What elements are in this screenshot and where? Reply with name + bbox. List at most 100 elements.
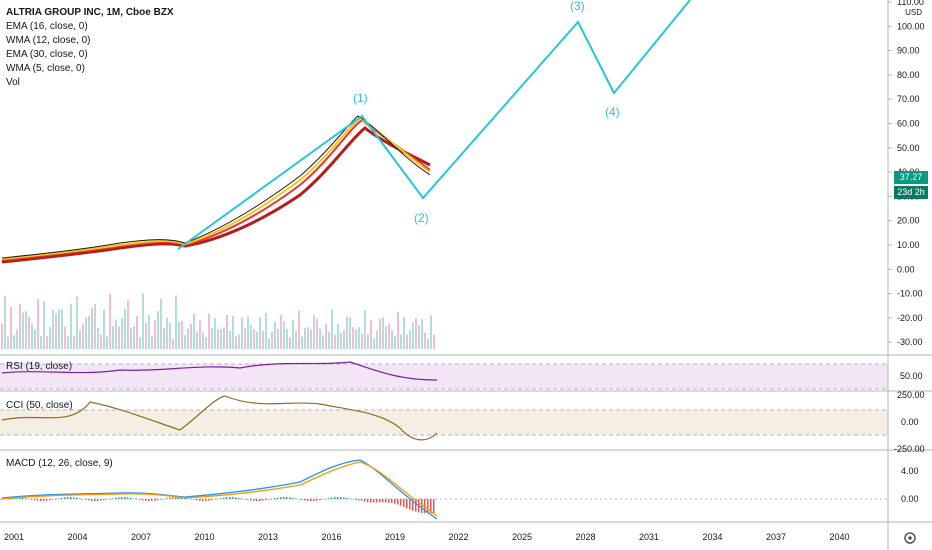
price-tick: -30.00	[897, 337, 923, 347]
volume-bar	[103, 309, 105, 349]
volume-bar	[343, 330, 345, 349]
macd-histogram-bar	[358, 499, 360, 501]
macd-histogram-bar	[193, 499, 195, 500]
volume-bar	[382, 317, 384, 349]
volume-bar	[319, 328, 321, 349]
volume-bar	[202, 332, 204, 349]
volume-bar	[298, 310, 300, 349]
macd-label[interactable]: MACD (12, 26, close, 9)	[6, 458, 113, 469]
macd-histogram-bar	[88, 499, 90, 501]
macd-histogram-bar	[67, 497, 69, 499]
volume-bar	[58, 309, 60, 349]
volume-bar	[175, 295, 177, 349]
volume-bar	[418, 325, 420, 349]
volume-bar	[193, 313, 195, 349]
macd-histogram-bar	[247, 499, 249, 500]
elliott-wave-line[interactable]	[177, 0, 691, 250]
macd-histogram-bar	[355, 499, 357, 500]
volume-bar	[406, 334, 408, 349]
volume-bar	[40, 336, 42, 349]
rsi-line	[1, 361, 438, 381]
main-pane[interactable]	[0, 0, 888, 355]
macd-histogram-bar	[34, 499, 36, 501]
volume-bar	[214, 318, 216, 349]
volume-bar	[268, 338, 270, 349]
macd-histogram-bar	[364, 499, 366, 502]
volume-bar	[160, 298, 162, 349]
volume-bar	[397, 312, 399, 349]
volume-bar	[400, 334, 402, 349]
volume-bar	[229, 331, 231, 349]
volume-bar	[373, 338, 375, 349]
macd-histogram-bar	[391, 499, 393, 504]
cci-label[interactable]: CCI (50, close)	[6, 400, 73, 411]
volume-bar	[244, 328, 246, 349]
macd-histogram-bar	[70, 497, 72, 499]
volume-bar	[25, 311, 27, 349]
volume-bar	[307, 327, 309, 349]
rsi-tick: 50.00	[900, 371, 923, 381]
macd-histogram-bar	[253, 499, 255, 501]
price-tick: 90.00	[897, 46, 920, 56]
macd-histogram-bar	[265, 499, 267, 501]
volume-bar	[337, 323, 339, 349]
volume-bar	[271, 331, 273, 349]
gear-icon[interactable]	[904, 532, 916, 544]
indicator-ema30[interactable]: EMA (30, close, 0)	[6, 49, 88, 60]
macd-histogram-bar	[331, 497, 333, 499]
time-tick: 2040	[830, 532, 850, 542]
macd-histogram-bar	[106, 499, 108, 500]
time-axis[interactable]: 2001 2004 2007 2010 2013 2016 2019 2022 2025 2028…	[4, 532, 850, 542]
time-tick: 2013	[258, 532, 278, 542]
volume-bars	[1, 293, 435, 349]
volume-bar	[430, 315, 432, 349]
macd-histogram-bar	[136, 499, 138, 500]
time-tick: 2022	[449, 532, 469, 542]
macd-histogram-bar	[280, 497, 282, 499]
volume-bar	[181, 320, 183, 349]
volume-bar	[82, 323, 84, 349]
volume-bar	[379, 318, 381, 349]
macd-histogram-bar	[127, 497, 129, 499]
volume-bar	[286, 329, 288, 349]
cci-tick-lower: -250.00	[894, 444, 925, 454]
ema16-line	[1, 116, 431, 260]
macd-histogram-bar	[64, 497, 66, 499]
macd-histogram-bar	[238, 497, 240, 499]
volume-bar	[346, 316, 348, 349]
volume-bar	[169, 322, 171, 349]
rsi-label[interactable]: RSI (19, close)	[6, 361, 73, 372]
volume-bar	[220, 329, 222, 349]
macd-histogram-bar	[73, 497, 75, 499]
volume-bar	[223, 327, 225, 349]
volume-bar	[391, 330, 393, 349]
macd-histogram-bar	[124, 497, 126, 499]
volume-bar	[328, 331, 330, 349]
volume-bar	[157, 310, 159, 349]
indicator-wma12[interactable]: WMA (12, close, 0)	[6, 35, 91, 46]
macd-histogram-bar	[43, 499, 45, 501]
volume-bar	[415, 318, 417, 349]
macd-histogram-bar	[58, 498, 60, 499]
macd-histogram-bar	[118, 497, 120, 499]
macd-histogram-bar	[55, 498, 57, 500]
macd-histogram-bar	[46, 499, 48, 501]
volume-bar	[322, 334, 324, 349]
volume-bar	[127, 300, 129, 349]
macd-histogram-bar	[346, 497, 348, 499]
volume-bar	[367, 334, 369, 349]
macd-histogram-bar	[367, 499, 369, 503]
macd-histogram-bar	[40, 499, 42, 501]
indicator-volume[interactable]: Vol	[6, 77, 20, 88]
volume-bar	[301, 336, 303, 349]
volume-bar	[385, 326, 387, 349]
volume-bar	[247, 316, 249, 349]
indicator-ema16[interactable]: EMA (16, close, 0)	[6, 21, 88, 32]
macd-histogram-bar	[361, 499, 363, 501]
time-tick: 2010	[195, 532, 215, 542]
indicator-wma5[interactable]: WMA (5, close, 0)	[6, 63, 85, 74]
wave-label-1: (1)	[353, 91, 368, 105]
macd-histogram-bar	[211, 499, 213, 501]
macd-histogram-bar	[142, 499, 144, 501]
